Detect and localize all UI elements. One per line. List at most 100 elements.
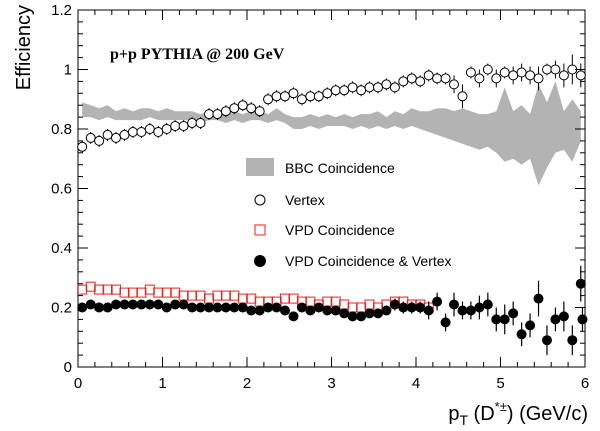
vpd-point xyxy=(161,287,172,298)
vpd-vertex-point xyxy=(406,302,417,313)
vpd-vertex-point xyxy=(94,302,105,313)
vpd-vertex-point xyxy=(381,305,392,316)
vpd-vertex-point xyxy=(288,311,299,322)
vpd-point xyxy=(254,296,265,307)
y-tick-label: 0.8 xyxy=(51,121,72,138)
vertex-point xyxy=(161,124,172,134)
vertex-point xyxy=(356,85,367,96)
bbc-coincidence-band-layer xyxy=(82,81,581,186)
vertex-point xyxy=(491,73,502,84)
vpd-point xyxy=(187,290,198,301)
vpd-point xyxy=(178,290,189,301)
bbc-coincidence-band xyxy=(82,81,581,186)
vpd-point xyxy=(347,302,358,313)
vertex-point xyxy=(237,100,248,111)
x-tick-label: 6 xyxy=(581,375,589,392)
vpd-vertex-point xyxy=(280,305,290,316)
vpd-vertex-point xyxy=(170,299,181,310)
vpd-vertex-point xyxy=(119,299,130,310)
y-tick-label: 1.2 xyxy=(51,2,72,19)
vertex-point xyxy=(288,88,299,99)
vpd-vertex-point xyxy=(423,305,434,316)
vpd-vertex-point xyxy=(144,299,155,310)
vpd-vertex-point xyxy=(322,305,333,316)
vpd-point xyxy=(237,293,248,304)
vertex-series xyxy=(77,54,586,153)
vpd-point xyxy=(111,284,121,295)
vpd-point xyxy=(288,293,299,304)
vpd-point xyxy=(322,296,333,307)
vertex-point xyxy=(280,91,290,102)
vertex-point xyxy=(271,91,282,102)
vertex-point xyxy=(474,73,485,84)
vpd-vertex-point xyxy=(313,302,324,313)
x-axis-label-paren: (D xyxy=(468,403,495,425)
vertex-point xyxy=(77,141,88,152)
vertex-point xyxy=(94,135,105,146)
y-axis-label: Efficiency xyxy=(13,5,35,90)
vpd-vertex-point xyxy=(204,302,214,313)
vertex-point xyxy=(482,64,493,75)
vpd-vertex-point xyxy=(389,299,400,310)
vpd-vertex-point xyxy=(364,308,375,319)
vertex-point xyxy=(508,70,519,81)
vpd-vertex-point xyxy=(525,320,536,331)
vertex-point xyxy=(153,127,164,137)
y-tick-label: 0.4 xyxy=(51,240,72,257)
x-tick-label: 1 xyxy=(158,375,166,392)
x-tick-label: 5 xyxy=(496,375,504,392)
vertex-point xyxy=(389,82,400,93)
vertex-point xyxy=(212,109,223,120)
vpd-vertex-point xyxy=(508,308,519,319)
vpd-point xyxy=(229,290,240,301)
vertex-point xyxy=(373,82,383,93)
vpd-vertex-point xyxy=(296,302,307,313)
vertex-point xyxy=(85,132,96,143)
legend-label-vpd: VPD Coincidence xyxy=(285,222,395,238)
vpd-point xyxy=(85,281,96,292)
vpd-vertex-point xyxy=(127,299,138,310)
vpd-vertex-point xyxy=(339,308,350,319)
vertex-point xyxy=(381,79,392,90)
legend: BBC Coincidence Vertex VPD Coincidence V… xyxy=(246,158,452,269)
vpd-vertex-point xyxy=(373,308,383,319)
y-tick-label: 0 xyxy=(64,359,72,376)
vertex-point xyxy=(127,127,138,137)
vertex-point xyxy=(347,82,358,93)
vertex-point xyxy=(423,70,434,81)
axes: 0 1 2 3 4 5 6 0 0.2 0.4 0.6 0.8 1 1.2 xyxy=(51,2,589,392)
vpd-point xyxy=(212,290,223,301)
vertex-point xyxy=(119,129,130,140)
vpd-vertex-point xyxy=(550,314,561,325)
x-tick-label: 4 xyxy=(412,375,420,392)
vertex-point xyxy=(516,67,527,78)
vertex-point xyxy=(457,91,468,102)
vpd-vertex-point xyxy=(136,299,147,310)
vpd-point xyxy=(305,296,316,307)
vpd-point xyxy=(127,287,138,298)
vpd-vertex-point xyxy=(558,311,569,322)
vpd-vertex-point xyxy=(254,305,265,316)
vpd-point xyxy=(102,284,113,295)
vpd-point xyxy=(144,284,155,295)
legend-label-vpd-vertex: VPD Coincidence & Vertex xyxy=(285,253,452,269)
vpd-point xyxy=(204,293,214,304)
vpd-vertex-point xyxy=(457,305,468,316)
vertex-point xyxy=(254,106,265,117)
vpd-vertex-point xyxy=(347,311,358,322)
x-axis-label-rest: ) (GeV/c) xyxy=(507,403,588,425)
vertex-point xyxy=(339,85,350,96)
vpd-vertex-point xyxy=(499,314,510,325)
vpd-point xyxy=(153,287,164,298)
vpd-point xyxy=(280,293,290,304)
vertex-point xyxy=(220,106,231,117)
vpd-vertex-point xyxy=(102,302,113,313)
vpd-vertex-point xyxy=(465,305,476,316)
y-tick-label: 1 xyxy=(64,62,72,79)
legend-swatch-band xyxy=(246,158,274,176)
vertex-point xyxy=(229,103,240,114)
vertex-point xyxy=(398,76,409,87)
vertex-point xyxy=(499,67,510,78)
vertex-point xyxy=(296,94,307,105)
